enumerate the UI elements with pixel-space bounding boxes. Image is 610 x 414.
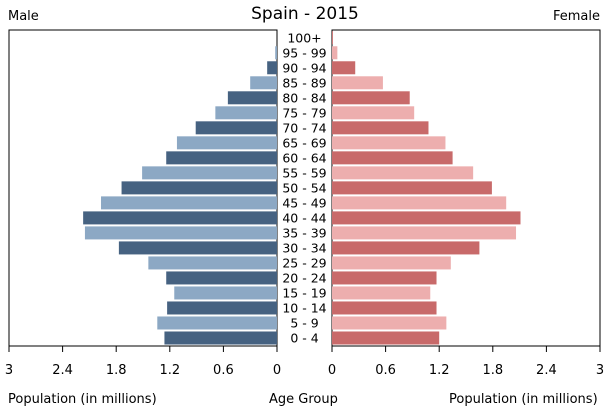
female-bar xyxy=(332,301,437,315)
female-tick-label: 3 xyxy=(596,363,604,378)
age-group-label: 70 - 74 xyxy=(282,120,326,135)
age-group-label: 95 - 99 xyxy=(282,45,326,60)
male-bar xyxy=(101,196,277,210)
chart-title: Spain - 2015 xyxy=(251,4,359,24)
age-group-label: 0 - 4 xyxy=(290,330,318,345)
male-bar xyxy=(142,166,277,180)
male-tick-label: 0.6 xyxy=(213,363,234,378)
female-bar xyxy=(332,331,440,345)
male-tick-label: 0 xyxy=(273,363,281,378)
female-bar xyxy=(332,316,447,330)
age-group-label: 40 - 44 xyxy=(282,210,326,225)
age-group-label: 45 - 49 xyxy=(282,195,326,210)
female-bar xyxy=(332,136,446,150)
male-bar xyxy=(83,211,277,225)
male-bar xyxy=(195,121,277,135)
female-bar xyxy=(332,31,333,45)
age-group-label: 30 - 34 xyxy=(282,240,326,255)
age-group-label: 55 - 59 xyxy=(282,165,326,180)
female-tick-label: 2.4 xyxy=(536,363,557,378)
male-tick-label: 1.8 xyxy=(106,363,127,378)
male-bar xyxy=(166,271,277,285)
male-bar xyxy=(267,61,277,75)
female-bar xyxy=(332,91,410,105)
male-label: Male xyxy=(8,9,39,24)
x-axis-label-female: Population (in millions) xyxy=(449,392,598,407)
male-bar xyxy=(164,331,277,345)
female-bar xyxy=(332,271,437,285)
female-bar xyxy=(332,151,453,165)
male-bar xyxy=(174,286,277,300)
female-label: Female xyxy=(552,9,600,24)
age-group-label: 80 - 84 xyxy=(282,90,326,105)
female-bar xyxy=(332,46,338,60)
female-bar xyxy=(332,121,429,135)
female-bar xyxy=(332,166,474,180)
male-bar xyxy=(118,241,277,255)
male-bar xyxy=(227,91,277,105)
female-tick-label: 0.6 xyxy=(375,363,396,378)
male-bar xyxy=(176,136,277,150)
age-group-label: 90 - 94 xyxy=(282,60,326,75)
female-bar xyxy=(332,226,517,240)
female-bar xyxy=(332,181,492,195)
age-group-label: 10 - 14 xyxy=(282,300,326,315)
female-tick-label: 0 xyxy=(328,363,336,378)
male-bar xyxy=(166,151,277,165)
female-bar xyxy=(332,196,507,210)
age-group-label: 20 - 24 xyxy=(282,270,326,285)
age-group-label: 5 - 9 xyxy=(290,315,318,330)
age-group-label: 35 - 39 xyxy=(282,225,326,240)
female-tick-label: 1.2 xyxy=(429,363,450,378)
male-bar xyxy=(121,181,277,195)
age-group-label: 50 - 54 xyxy=(282,180,326,195)
male-bar xyxy=(275,46,277,60)
x-axis-label-age-group: Age Group xyxy=(269,392,338,407)
male-bar xyxy=(84,226,277,240)
female-bar xyxy=(332,211,521,225)
age-group-label: 60 - 64 xyxy=(282,150,326,165)
male-tick-label: 2.4 xyxy=(52,363,73,378)
male-tick-label: 1.2 xyxy=(159,363,180,378)
female-bar xyxy=(332,256,451,270)
female-bar xyxy=(332,106,415,120)
male-bar xyxy=(157,316,277,330)
age-group-label: 75 - 79 xyxy=(282,105,326,120)
female-bar xyxy=(332,286,431,300)
age-group-label: 100+ xyxy=(287,30,321,45)
female-bar xyxy=(332,61,356,75)
male-bar xyxy=(250,76,277,90)
male-tick-label: 3 xyxy=(5,363,13,378)
age-group-label: 15 - 19 xyxy=(282,285,326,300)
age-group-label: 65 - 69 xyxy=(282,135,326,150)
male-bar xyxy=(215,106,277,120)
age-group-label: 85 - 89 xyxy=(282,75,326,90)
male-bar xyxy=(167,301,277,315)
x-axis-label-male: Population (in millions) xyxy=(8,392,157,407)
female-tick-label: 1.8 xyxy=(482,363,503,378)
female-bar xyxy=(332,241,480,255)
male-bar xyxy=(148,256,277,270)
age-group-label: 25 - 29 xyxy=(282,255,326,270)
female-bar xyxy=(332,76,383,90)
